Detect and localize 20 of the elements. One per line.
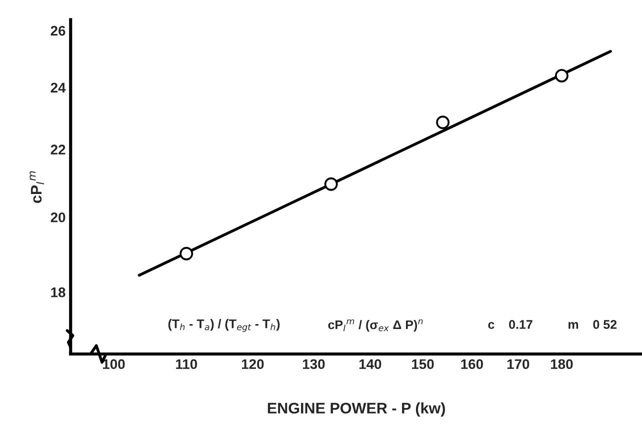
- x-tick-label: 140: [359, 359, 382, 370]
- annotation: m 0 52: [568, 320, 617, 329]
- x-tick-label: 100: [103, 359, 125, 370]
- annotation: c 0.17: [488, 320, 532, 329]
- y-tick-label: 18: [51, 287, 66, 298]
- annotation: cP$_{I}$$^{m}$ / (σ$_{ex}$ Δ P)$^{n}$: [328, 319, 423, 332]
- x-tick-label: 150: [412, 359, 434, 370]
- y-tick-label: 20: [50, 212, 66, 222]
- x-tick-label: 180: [550, 359, 573, 370]
- x-tick-label: 160: [461, 359, 483, 370]
- y-tick-label: 24: [50, 82, 66, 92]
- y-axis-title: cP$_{I}$$^{m}$: [30, 171, 44, 203]
- x-tick-label: 130: [302, 359, 325, 370]
- x-tick-label: 120: [242, 359, 264, 370]
- text: (T$_{h}$ - T$_{a}$) / (T$_{egt}$ - T$_{h}$): [168, 319, 280, 332]
- y-tick-label: 22: [50, 144, 66, 154]
- x-tick-label: 170: [507, 359, 530, 370]
- y-tick-label: 26: [50, 26, 66, 36]
- x-axis-title: ENGINE POWER - P (kw): [268, 402, 445, 417]
- x-tick-label: 110: [176, 359, 198, 370]
